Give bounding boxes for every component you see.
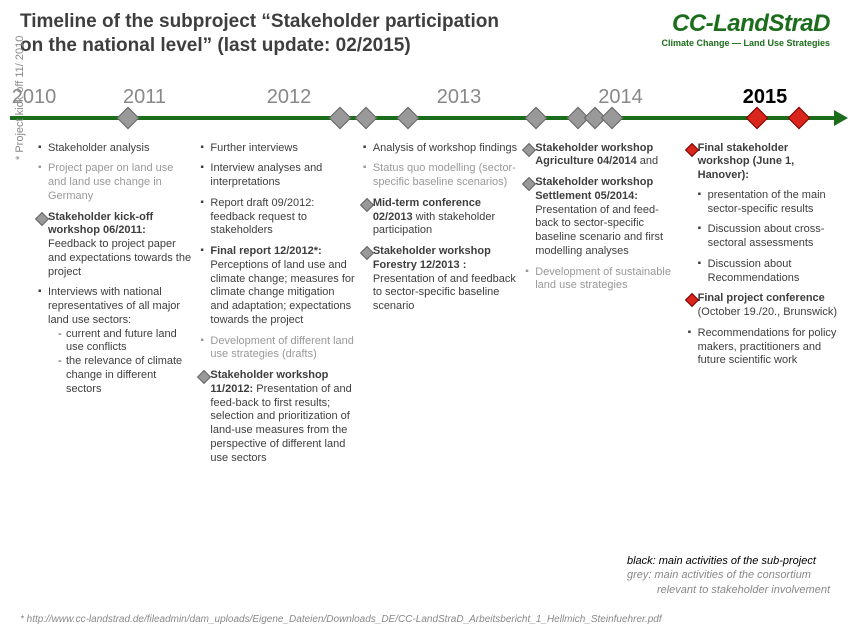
timeline-item: Stakeholder workshop Forestry 12/2013 : … xyxy=(363,245,517,314)
timeline-marker-grey xyxy=(354,106,377,129)
content-columns: Stakeholder analysis Project paper on lan… xyxy=(0,136,850,473)
legend-black: black: main activities of the sub-projec… xyxy=(627,554,830,568)
year-label: 2014 xyxy=(598,86,643,109)
timeline-item: Analysis of workshop findings xyxy=(363,142,517,156)
timeline-marker-grey xyxy=(116,106,139,129)
timeline-marker-red xyxy=(745,106,768,129)
timeline-item: Stakeholder workshop 11/2012: Presentati… xyxy=(200,369,354,465)
timeline-item: Final project conference (October 19./20… xyxy=(688,292,842,320)
timeline-item: Final stakeholder workshop (June 1, Hano… xyxy=(688,142,842,286)
timeline-item: Mid-term conference 02/2013 with stakeho… xyxy=(363,197,517,238)
timeline-item: Further interviews xyxy=(200,142,354,156)
timeline-marker-grey xyxy=(329,106,352,129)
timeline-column: Further interviews Interview analyses and… xyxy=(200,142,354,473)
legend: black: main activities of the sub-projec… xyxy=(627,554,830,597)
nested-bullet: Discussion about cross-sectoral assessme… xyxy=(698,223,842,251)
timeline-marker-red xyxy=(788,106,811,129)
timeline-item: Recommendations for policy makers, pract… xyxy=(688,327,842,368)
timeline-item: Final report 12/2012*: Perceptions of la… xyxy=(200,245,354,328)
timeline-marker-grey xyxy=(601,106,624,129)
timeline-item: Interviews with national representatives… xyxy=(38,286,192,396)
timeline-item: Stakeholder kick-off workshop 06/2011: F… xyxy=(38,211,192,280)
timeline-item: Development of sustainable land use stra… xyxy=(525,266,679,294)
timeline-column: Stakeholder workshop Agriculture 04/2014… xyxy=(525,142,679,473)
timeline-column: Analysis of workshop findings Status quo … xyxy=(363,142,517,473)
nested-bullet: presentation of the main sector-specific… xyxy=(698,189,842,217)
legend-grey2: relevant to stakeholder involvement xyxy=(627,583,830,597)
timeline-column: Stakeholder analysis Project paper on lan… xyxy=(38,142,192,473)
timeline-marker-grey xyxy=(397,106,420,129)
timeline-item: Interview analyses and interpretations xyxy=(200,162,354,190)
title-line1: Timeline of the subproject “Stakeholder … xyxy=(20,11,499,32)
kickoff-label: * Project kick-off 11/ 2010 xyxy=(14,36,26,160)
year-label: 2015 xyxy=(743,86,788,109)
year-label: 2011 xyxy=(123,86,166,109)
timeline-item: Stakeholder analysis xyxy=(38,142,192,156)
logo-main: CC-LandStraD xyxy=(661,10,830,38)
nested-line: current and future land use conflicts xyxy=(58,328,192,356)
year-label: 2013 xyxy=(437,86,482,109)
timeline-marker-grey xyxy=(524,106,547,129)
nested-line: the relevance of climate change in diffe… xyxy=(58,355,192,396)
timeline-item: Report draft 09/2012: feedback request t… xyxy=(200,197,354,238)
timeline-axis: 201020112012201320142015 xyxy=(0,86,850,136)
timeline-item: Stakeholder workshop Agriculture 04/2014… xyxy=(525,142,679,170)
title-line2: on the national level” (last update: 02/… xyxy=(20,35,411,56)
logo: CC-LandStraD Climate Change — Land Use S… xyxy=(661,10,830,48)
timeline-item: Stakeholder workshop Settlement 05/2014:… xyxy=(525,176,679,259)
timeline-item: Project paper on land use and land use c… xyxy=(38,162,192,203)
year-label: 2012 xyxy=(267,86,312,109)
logo-sub: Climate Change — Land Use Strategies xyxy=(661,38,830,48)
nested-bullet: Discussion about Recommendations xyxy=(698,258,842,286)
footnote: * http://www.cc-landstrad.de/fileadmin/d… xyxy=(20,614,662,625)
timeline-item: Development of different land use strate… xyxy=(200,335,354,363)
header: Timeline of the subproject “Stakeholder … xyxy=(0,0,850,58)
legend-grey1: grey: main activities of the consortium xyxy=(627,568,830,582)
axis-arrow-icon xyxy=(834,110,848,126)
page-title: Timeline of the subproject “Stakeholder … xyxy=(20,10,499,58)
timeline-item: Status quo modelling (sector-specific ba… xyxy=(363,162,517,190)
timeline-column: Final stakeholder workshop (June 1, Hano… xyxy=(688,142,842,473)
